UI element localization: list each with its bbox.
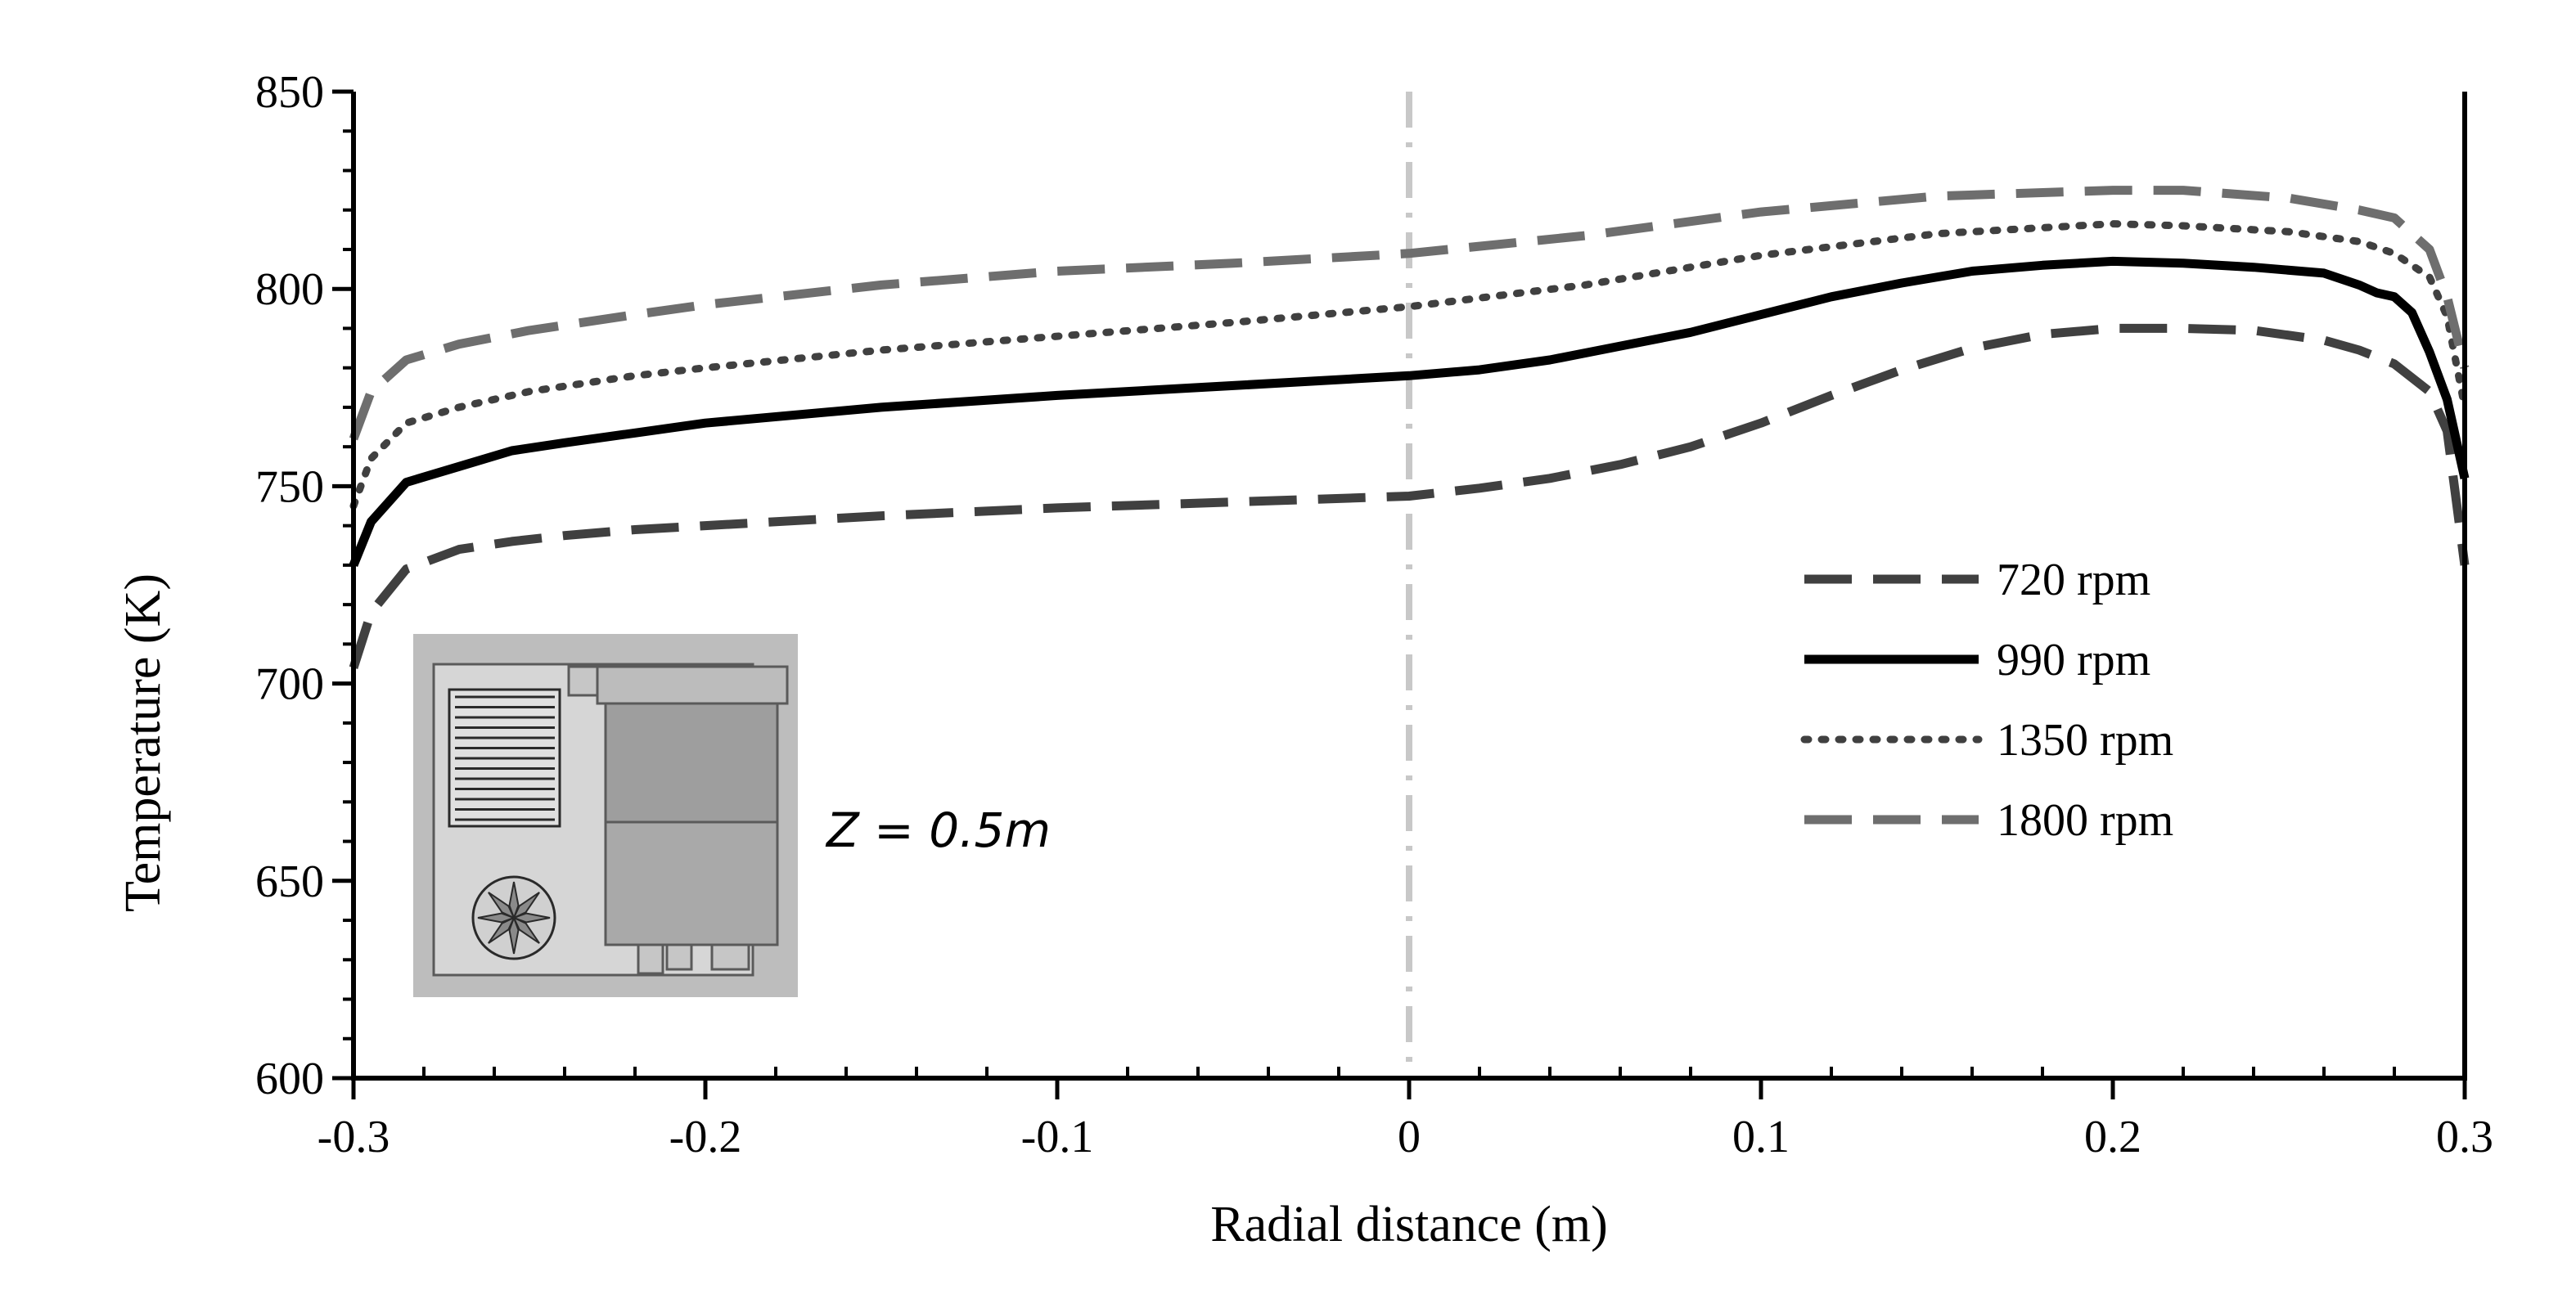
series-line-990-rpm (349, 256, 2470, 567)
series-line-1350-rpm (349, 220, 2469, 510)
x-tick-label: 0 (1398, 1112, 1421, 1162)
inset-top-cap (596, 665, 789, 705)
inset-foot (637, 943, 664, 975)
legend-label: 1800 rpm (1997, 795, 2173, 846)
series-line-1800-rpm (349, 186, 2470, 441)
y-tick-label: 700 (255, 659, 324, 710)
inset-chamber-lower (604, 820, 779, 946)
x-tick-label: -0.1 (1021, 1112, 1094, 1162)
x-tick-label: 0.3 (2436, 1112, 2493, 1162)
y-tick-label: 800 (255, 264, 324, 315)
legend-label: 1350 rpm (1997, 715, 2173, 766)
y-tick-label: 650 (255, 856, 324, 907)
x-axis-title: Radial distance (m) (1210, 1197, 1608, 1252)
y-tick-label: 750 (255, 461, 324, 512)
legend-label: 720 rpm (1997, 555, 2150, 605)
legend-label: 990 rpm (1997, 635, 2150, 685)
x-tick-label: -0.2 (669, 1112, 742, 1162)
inset-port-left (567, 665, 599, 697)
geometry-inset (413, 634, 798, 997)
inset-chamber-upper (604, 702, 779, 824)
x-tick-label: 0.1 (1732, 1112, 1790, 1162)
y-tick-label: 850 (255, 67, 324, 118)
annotation-z-position: Z = 0.5m (825, 802, 1051, 858)
series-line-720-rpm (349, 323, 2470, 669)
x-tick-label: -0.3 (317, 1112, 390, 1162)
inset-fan-blade (511, 892, 540, 920)
legend: 720 rpm 990 rpm 1350 rpm 1800 rpm (1800, 555, 2173, 846)
y-axis-title: Temperature (K) (115, 573, 171, 912)
inset-foot (665, 943, 693, 971)
inset-foot (710, 943, 750, 971)
y-tick-label: 600 (255, 1054, 324, 1104)
x-tick-label: 0.2 (2084, 1112, 2141, 1162)
